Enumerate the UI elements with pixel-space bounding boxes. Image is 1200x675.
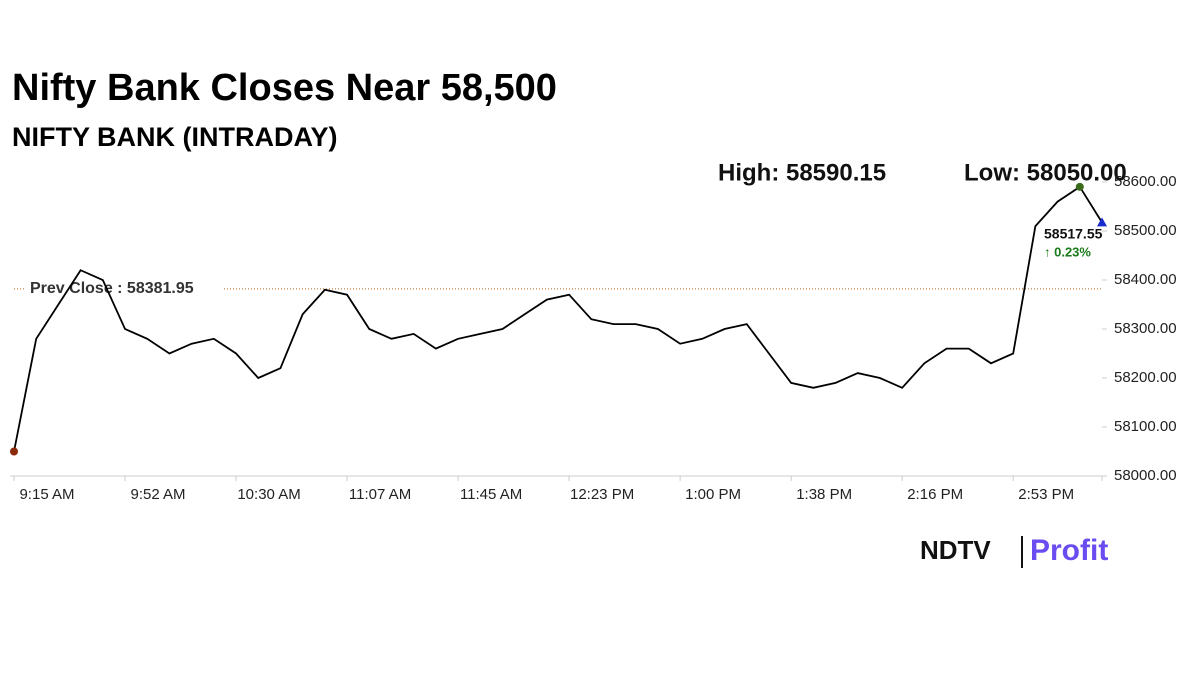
- chart-subtitle: NIFTY BANK (INTRADAY): [12, 122, 338, 152]
- x-tick-label: 11:45 AM: [460, 486, 522, 503]
- x-tick-label: 2:53 PM: [1018, 486, 1074, 503]
- y-tick-label: 58500.00: [1114, 222, 1177, 239]
- price-line: [13, 185, 1103, 452]
- last-marker: [1097, 217, 1107, 227]
- prev-close-bg: [26, 277, 224, 298]
- y-tick-label: 58400.00: [1114, 271, 1177, 288]
- x-tick-label: 9:15 AM: [19, 486, 74, 503]
- x-tick-label: 1:00 PM: [685, 486, 741, 503]
- x-tick-label: 1:38 PM: [796, 486, 852, 503]
- low-marker: [10, 447, 18, 456]
- x-tick-label: 12:23 PM: [570, 486, 634, 503]
- high-label: High: 58590.15: [718, 159, 886, 186]
- last-value-label: 58517.55: [1044, 226, 1103, 242]
- x-tick-label: 10:30 AM: [237, 486, 300, 503]
- y-tick-label: 58300.00: [1114, 320, 1177, 337]
- x-tick-label: 9:52 AM: [130, 486, 185, 503]
- y-tick-label: 58200.00: [1114, 369, 1177, 386]
- low-label: Low: 58050.00: [964, 159, 1127, 186]
- prev-close-label: Prev Close : 58381.95: [30, 280, 194, 297]
- logo: NDTV Profit: [920, 534, 1108, 568]
- x-tick-label: 2:16 PM: [907, 486, 963, 503]
- change-label: ↑ 0.23%: [1044, 244, 1091, 259]
- x-tick-label: 11:07 AM: [349, 486, 411, 503]
- chart-title: Nifty Bank Closes Near 58,500: [12, 67, 557, 109]
- logo-left: NDTV: [920, 535, 991, 565]
- logo-right: Profit: [1030, 534, 1108, 567]
- y-tick-label: 58600.00: [1114, 173, 1177, 190]
- y-tick-label: 58100.00: [1114, 418, 1177, 435]
- y-tick-label: 58000.00: [1114, 467, 1177, 484]
- high-marker: [1075, 182, 1084, 191]
